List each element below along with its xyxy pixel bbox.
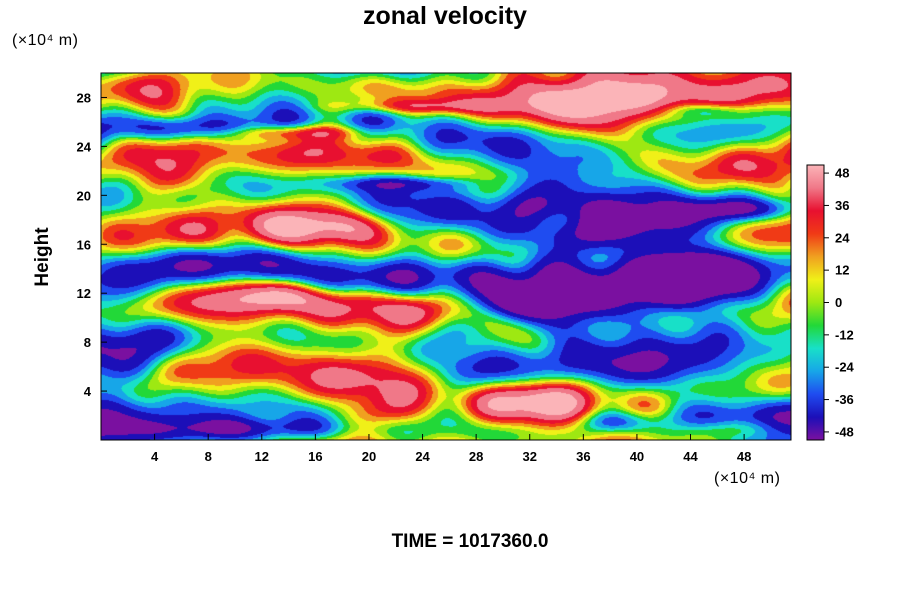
x-tick-label: 20 [362,449,376,464]
x-tick-label: 16 [308,449,322,464]
colorbar-tick-label: 0 [835,295,842,310]
y-tick-label: 16 [77,237,91,252]
colorbar-tick-label: -36 [835,392,854,407]
x-axis-unit: (×10⁴ m) [714,470,781,487]
y-tick-label: 20 [77,188,91,203]
plot-frame [100,72,792,441]
x-tick-label: 48 [737,449,751,464]
colorbar-tick-label: -48 [835,424,854,439]
x-tick-label: 32 [523,449,537,464]
chart-title: zonal velocity [363,2,527,30]
x-axis: 4 8 12 16 20 24 28 32 36 40 44 48 [151,434,751,464]
x-tick-label: 40 [630,449,644,464]
colorbar-tick-label: -24 [835,360,855,375]
x-tick-label: 24 [415,449,430,464]
x-tick-label: 28 [469,449,483,464]
colorbar-ticks: 48 36 24 12 0 -12 -24 -36 -48 [824,166,855,439]
time-label: TIME = 1017360.0 [391,531,549,552]
colorbar-tick-label: -12 [835,327,854,342]
x-tick-label: 44 [683,449,698,464]
colorbar-tick-label: 24 [835,230,850,245]
x-tick-label: 36 [576,449,590,464]
velocity-field [101,73,791,440]
y-axis-unit: (×10⁴ m) [12,32,79,49]
colorbar-tick-label: 48 [835,166,849,181]
colorbar-tick-label: 36 [835,198,849,213]
colorbar [806,164,825,441]
y-tick-label: 4 [84,384,92,399]
y-axis: 4 8 12 16 20 24 28 [77,90,107,399]
y-tick-label: 24 [77,139,92,154]
colorbar-tick-label: 12 [835,263,849,278]
x-tick-label: 8 [205,449,212,464]
y-tick-label: 28 [77,90,91,105]
y-tick-label: 8 [84,335,91,350]
velocity-field-raster [101,73,791,440]
x-tick-label: 4 [151,449,159,464]
x-tick-label: 12 [255,449,269,464]
y-tick-label: 12 [77,286,91,301]
